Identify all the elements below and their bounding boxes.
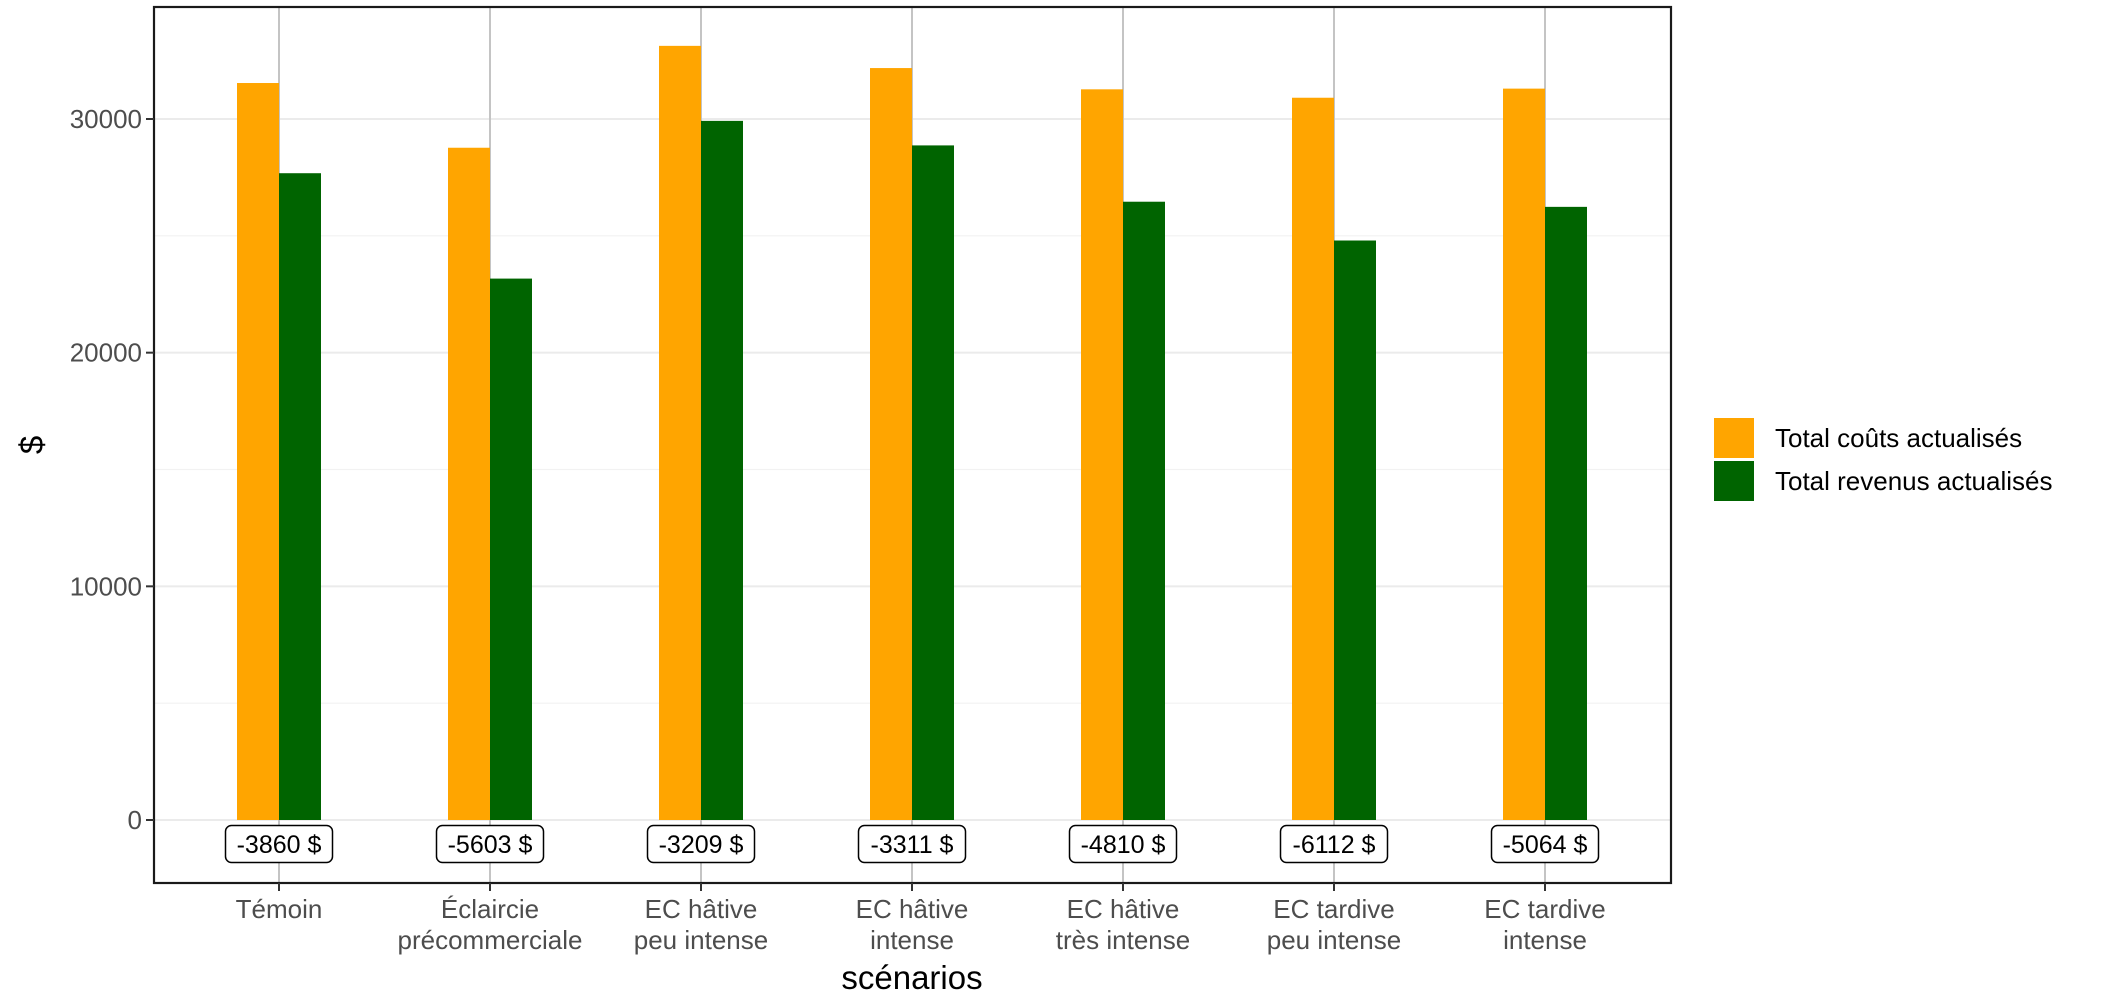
x-tick-label: Éclaircie	[441, 894, 539, 924]
bar-total-couts	[1292, 97, 1334, 821]
x-tick-label: EC hâtive	[1067, 894, 1180, 924]
x-tick-label: peu intense	[1267, 925, 1401, 955]
y-axis-title: $	[13, 436, 50, 454]
bars-layer	[237, 45, 1587, 821]
x-tick-label: intense	[1503, 925, 1587, 955]
bar-total-couts	[1081, 89, 1123, 820]
bar-total-revenus	[1123, 201, 1165, 820]
difference-label: -5603 $	[448, 831, 533, 859]
bar-total-revenus	[1334, 240, 1376, 821]
difference-label: -3209 $	[659, 831, 744, 859]
difference-label-box	[1279, 824, 1389, 864]
bar-total-couts	[448, 147, 490, 821]
x-tick-label: EC hâtive	[645, 894, 758, 924]
x-axis-title: scénarios	[841, 959, 982, 995]
bar-total-revenus	[490, 278, 532, 820]
difference-label: -3311 $	[871, 831, 954, 859]
legend: Total coûts actualisés Total revenus actu…	[1714, 418, 2052, 501]
bar-total-revenus	[912, 145, 954, 821]
difference-label: -6112 $	[1293, 831, 1376, 859]
data-labels-layer: -3860 $ -5603 $ -3209 $ -3311 $ -4810 $ -6112…	[224, 824, 1600, 864]
bar-total-couts	[870, 68, 912, 820]
y-tick-label: 10000	[70, 571, 142, 601]
x-tick-label: très intense	[1056, 925, 1190, 955]
difference-label: -4810 $	[1081, 831, 1166, 859]
y-tick-label: 0	[128, 805, 142, 835]
bar-total-revenus	[279, 173, 321, 820]
y-tick-label: 30000	[70, 104, 142, 134]
legend-label: Total coûts actualisés	[1775, 423, 2022, 453]
bar-total-couts	[1503, 88, 1545, 820]
difference-label-box	[646, 824, 756, 864]
bar-total-revenus	[1545, 206, 1587, 821]
difference-label-box	[435, 824, 545, 864]
bar-total-couts	[659, 45, 701, 821]
bar-total-revenus	[701, 120, 743, 821]
x-tick-label: intense	[870, 925, 954, 955]
difference-label: -5064 $	[1503, 831, 1588, 859]
y-tick-label: 20000	[70, 338, 142, 368]
x-tick-label: Témoin	[236, 894, 323, 924]
difference-label-box	[224, 824, 334, 864]
difference-label-box	[1490, 824, 1600, 864]
legend-key-total-revenus	[1714, 461, 1754, 501]
legend-label: Total revenus actualisés	[1775, 466, 2052, 496]
x-tick-label: peu intense	[634, 925, 768, 955]
difference-label: -3860 $	[237, 831, 322, 859]
difference-label-box	[857, 824, 967, 864]
x-tick-label: EC tardive	[1484, 894, 1605, 924]
bar-total-couts	[237, 83, 279, 821]
difference-label-box	[1068, 824, 1178, 864]
x-tick-label: précommerciale	[398, 925, 583, 955]
y-axis: 0 10000 20000 30000	[70, 104, 154, 835]
x-tick-label: EC hâtive	[856, 894, 969, 924]
legend-key-total-couts	[1714, 418, 1754, 458]
x-tick-label: EC tardive	[1273, 894, 1394, 924]
